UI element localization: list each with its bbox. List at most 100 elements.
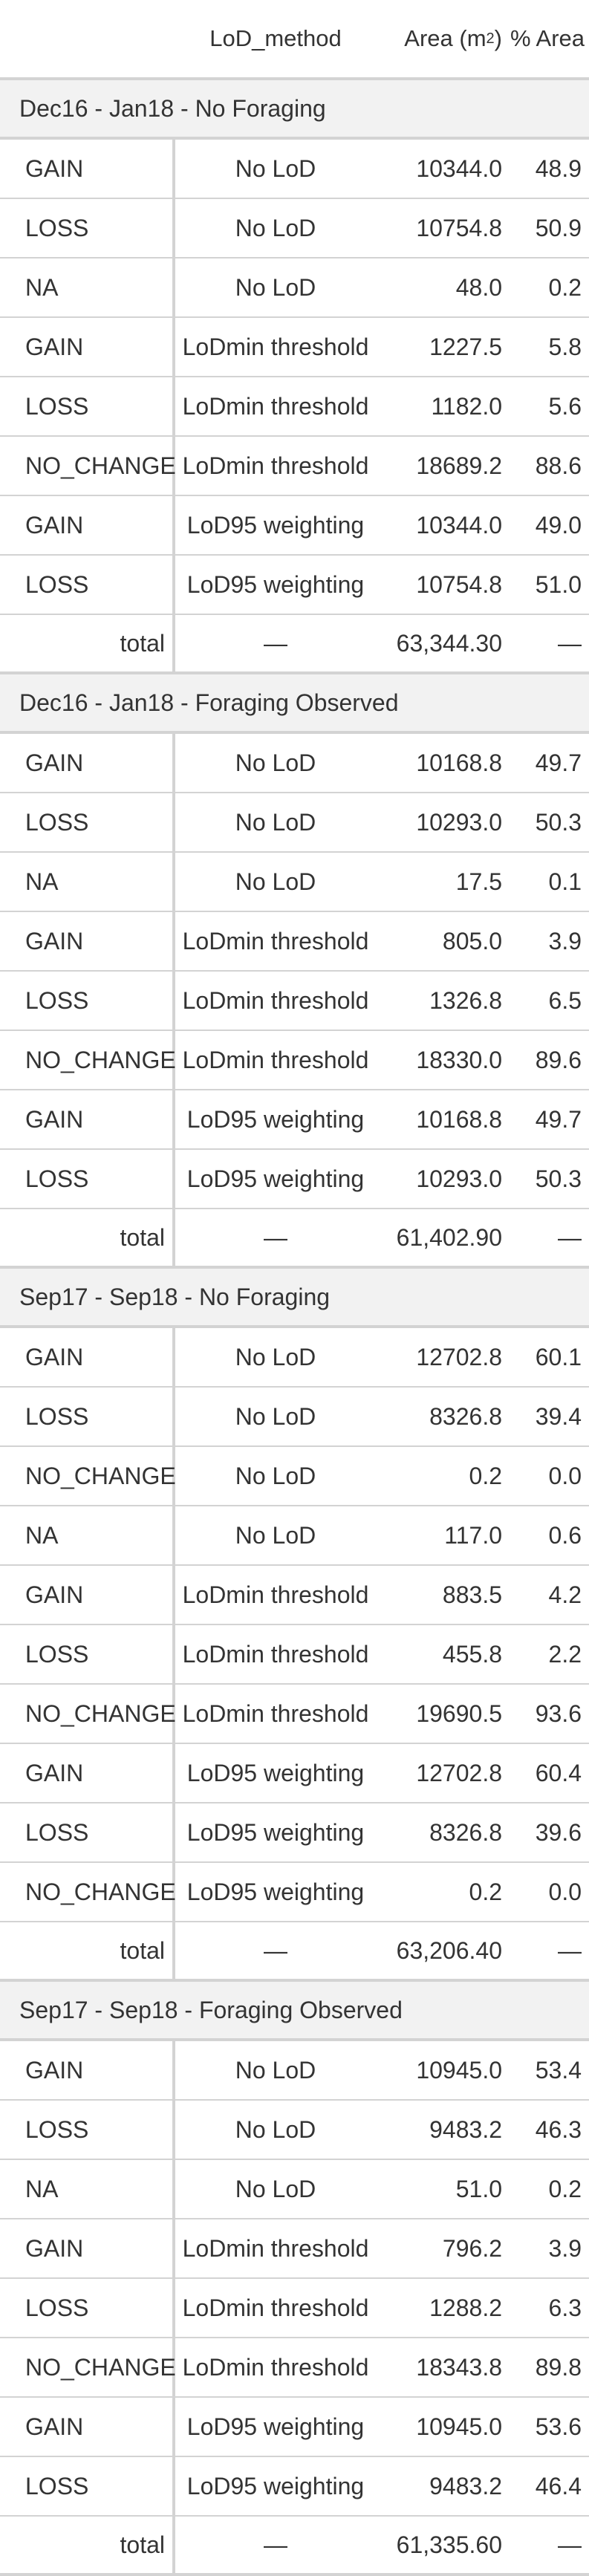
row-label-cell: GAIN	[0, 2041, 175, 2099]
area-cell: 117.0	[444, 1521, 502, 1549]
area-cell: 10293.0	[416, 808, 502, 836]
row-label-cell: total	[0, 1209, 175, 1266]
row-label-cell: LOSS	[0, 972, 175, 1030]
percent-area-cell: 89.6	[535, 1046, 582, 1073]
percent-area-cell: —	[558, 2531, 582, 2558]
row-label-cell: NO_CHANGE	[0, 1685, 176, 1743]
area-cell: 455.8	[442, 1640, 502, 1668]
area-cell: 10945.0	[416, 2056, 502, 2084]
area-cell: 1288.2	[429, 2294, 502, 2321]
lod-method-cell: No LoD	[235, 2115, 316, 2143]
area-cell: 19690.5	[416, 1700, 502, 1727]
percent-area-cell: 0.0	[548, 1462, 582, 1489]
row-label-cell: NA	[0, 258, 175, 316]
row-label-cell: LOSS	[0, 2279, 175, 2337]
lod-method-cell: No LoD	[235, 2175, 316, 2202]
area-cell: 1227.5	[429, 333, 502, 360]
area-cell: 18343.8	[416, 2353, 502, 2381]
row-label-cell: GAIN	[0, 1328, 175, 1386]
lod-method-cell: LoD95 weighting	[186, 1878, 365, 1905]
table-row: NO_CHANGE LoD95 weighting 0.2 0.0	[0, 1863, 589, 1922]
area-cell: 10754.8	[416, 214, 502, 241]
table-row: GAIN LoD95 weighting 10945.0 53.6	[0, 2398, 589, 2457]
header-method-column: LoD_method	[209, 25, 342, 51]
area-cell: 1182.0	[431, 392, 503, 420]
row-label-cell: GAIN	[0, 1566, 175, 1624]
area-cell: 18330.0	[416, 1046, 502, 1073]
lod-method-cell: No LoD	[235, 1521, 316, 1549]
area-cell: 805.0	[442, 927, 502, 954]
table-row: LOSS LoD95 weighting 8326.8 39.6	[0, 1803, 589, 1863]
row-label-cell: total	[0, 2517, 175, 2573]
group-title: Sep17 - Sep18 - Foraging Observed	[0, 1982, 589, 2041]
row-label-cell: GAIN	[0, 912, 175, 970]
percent-area-cell: 2.2	[548, 1640, 582, 1668]
lod-method-cell: LoD95 weighting	[186, 2472, 365, 2499]
area-cell: 61,402.90	[396, 1223, 502, 1251]
table-row: LOSS LoD95 weighting 10293.0 50.3	[0, 1150, 589, 1209]
row-label-cell: NO_CHANGE	[0, 1031, 176, 1089]
total-row: total — 63,344.30 —	[0, 615, 589, 674]
table-row: LOSS No LoD 10754.8 50.9	[0, 199, 589, 258]
table-row: NO_CHANGE LoDmin threshold 19690.5 93.6	[0, 1685, 589, 1744]
table-row: NA No LoD 117.0 0.6	[0, 1506, 589, 1566]
percent-area-cell: —	[558, 1936, 582, 1964]
lod-method-cell: LoD95 weighting	[186, 570, 365, 598]
percent-area-cell: 88.6	[535, 452, 582, 479]
table-row: LOSS No LoD 10293.0 50.3	[0, 793, 589, 853]
lod-method-cell: LoDmin threshold	[182, 1640, 369, 1668]
group-title: Dec16 - Jan18 - No Foraging	[0, 80, 589, 140]
row-label-cell: GAIN	[0, 734, 175, 792]
area-cell: 18689.2	[416, 452, 502, 479]
lod-method-cell: LoD95 weighting	[186, 1818, 365, 1846]
percent-area-cell: 39.4	[535, 1402, 582, 1430]
percent-area-cell: 0.1	[548, 868, 582, 895]
lod-method-cell: —	[264, 2531, 287, 2558]
header-area-column: Area (m 2)	[404, 25, 502, 51]
row-label-cell: GAIN	[0, 2219, 175, 2277]
percent-area-cell: 4.2	[548, 1581, 582, 1608]
group-title: Sep17 - Sep18 - No Foraging	[0, 1269, 589, 1328]
area-cell: 10344.0	[416, 511, 502, 539]
row-label-cell: LOSS	[0, 199, 175, 257]
area-cell: 10754.8	[416, 570, 502, 598]
header-area-prefix: Area (m	[404, 25, 487, 51]
lod-method-cell: No LoD	[235, 1462, 316, 1489]
percent-area-cell: 39.6	[535, 1818, 582, 1846]
percent-area-cell: 0.6	[548, 1521, 582, 1549]
lod-method-cell: No LoD	[235, 1402, 316, 1430]
percent-area-cell: 3.9	[548, 927, 582, 954]
area-cell: 10168.8	[416, 1105, 502, 1133]
percent-area-cell: 51.0	[535, 570, 582, 598]
table-row: NO_CHANGE No LoD 0.2 0.0	[0, 1447, 589, 1506]
percent-area-cell: 3.9	[548, 2234, 582, 2262]
table-row: GAIN LoD95 weighting 10344.0 49.0	[0, 496, 589, 556]
lod-method-cell: No LoD	[235, 155, 316, 182]
percent-area-cell: 93.6	[535, 1700, 582, 1727]
percent-area-cell: 60.1	[535, 1343, 582, 1370]
area-cell: 12702.8	[416, 1343, 502, 1370]
lod-method-cell: No LoD	[235, 868, 316, 895]
row-label-cell: LOSS	[0, 1388, 175, 1445]
row-label-cell: NO_CHANGE	[0, 1863, 176, 1921]
area-cell: 9483.2	[429, 2115, 502, 2143]
lod-method-cell: No LoD	[235, 273, 316, 301]
area-cell: 61,335.60	[396, 2531, 502, 2558]
percent-area-cell: —	[558, 1223, 582, 1251]
row-label-cell: LOSS	[0, 377, 175, 435]
row-label-cell: NA	[0, 2160, 175, 2218]
table-row: GAIN No LoD 10168.8 49.7	[0, 734, 589, 793]
percent-area-cell: 50.9	[535, 214, 582, 241]
area-cell: 10168.8	[416, 749, 502, 776]
table-row: LOSS LoDmin threshold 1288.2 6.3	[0, 2279, 589, 2338]
row-label-cell: LOSS	[0, 556, 175, 614]
row-label-cell: GAIN	[0, 1744, 175, 1802]
total-row: total — 61,402.90 —	[0, 1209, 589, 1269]
table-body: Dec16 - Jan18 - No Foraging GAIN No LoD 103…	[0, 80, 589, 2576]
lod-method-cell: LoDmin threshold	[182, 392, 369, 420]
total-row: total — 63,206.40 —	[0, 1922, 589, 1982]
lod-method-cell: LoDmin threshold	[182, 1700, 369, 1727]
lod-method-cell: LoDmin threshold	[182, 333, 369, 360]
percent-area-cell: 5.8	[548, 333, 582, 360]
area-cell: 1326.8	[429, 986, 502, 1014]
